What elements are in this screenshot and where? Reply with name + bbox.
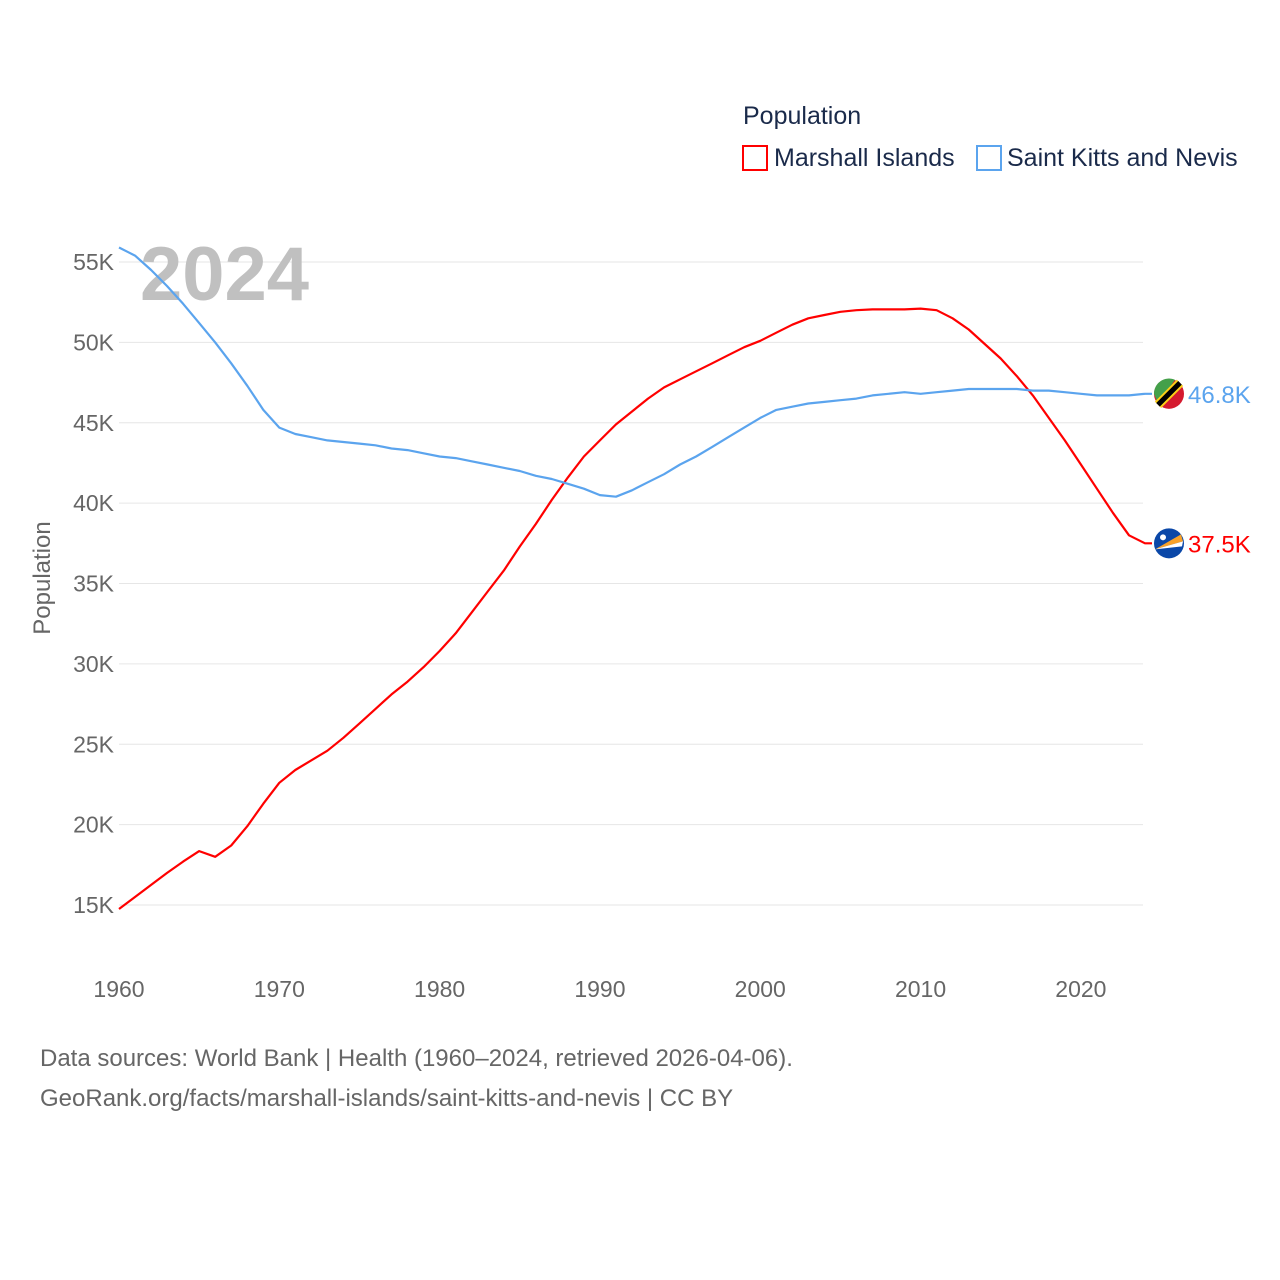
end-markers: 37.5K 46.8K	[1153, 378, 1251, 559]
end-value-label: 37.5K	[1188, 531, 1251, 558]
x-tick-label: 1970	[254, 976, 305, 1002]
y-tick-label: 50K	[73, 329, 115, 355]
x-tick-label: 1960	[93, 976, 144, 1002]
x-tick-label: 2020	[1055, 976, 1106, 1002]
y-axis-ticks: 15K 20K 25K 30K 35K 40K 45K 50K 55K	[73, 249, 115, 918]
y-tick-label: 25K	[73, 731, 115, 757]
legend-swatch	[976, 145, 1002, 171]
y-tick-label: 15K	[73, 892, 115, 918]
legend-label: Saint Kitts and Nevis	[1007, 144, 1238, 172]
legend-item-marshall-islands[interactable]: Marshall Islands	[742, 144, 955, 172]
series-line-marshall-islands	[118, 307, 1152, 910]
y-tick-label: 20K	[73, 812, 115, 838]
gridlines	[119, 261, 1143, 906]
legend-swatch	[742, 145, 768, 171]
x-tick-label: 1980	[414, 976, 465, 1002]
legend-title: Population	[743, 102, 861, 130]
y-tick-label: 40K	[73, 490, 115, 516]
y-axis-label: Population	[29, 521, 56, 634]
x-tick-label: 2000	[735, 976, 786, 1002]
year-watermark: 2024	[140, 232, 309, 317]
series-lines	[118, 246, 1152, 910]
y-tick-label: 55K	[73, 249, 115, 275]
flag-icon	[1154, 528, 1184, 559]
attribution-text: GeoRank.org/facts/marshall-islands/saint…	[40, 1085, 734, 1112]
y-tick-label: 30K	[73, 651, 115, 677]
data-source-text: Data sources: World Bank | Health (1960–…	[40, 1045, 793, 1072]
legend-item-saint-kitts-and-nevis[interactable]: Saint Kitts and Nevis	[976, 144, 1238, 172]
x-tick-label: 2010	[895, 976, 946, 1002]
series-line-saint-kitts-and-nevis	[118, 246, 1152, 498]
x-tick-label: 1990	[574, 976, 625, 1002]
end-value-label: 46.8K	[1188, 382, 1251, 409]
y-tick-label: 45K	[73, 410, 115, 436]
flag-icon	[1153, 378, 1184, 409]
legend-label: Marshall Islands	[774, 144, 955, 172]
x-axis-ticks: 1960 1970 1980 1990 2000 2010 2020	[93, 976, 1106, 1002]
y-tick-label: 35K	[73, 571, 115, 597]
